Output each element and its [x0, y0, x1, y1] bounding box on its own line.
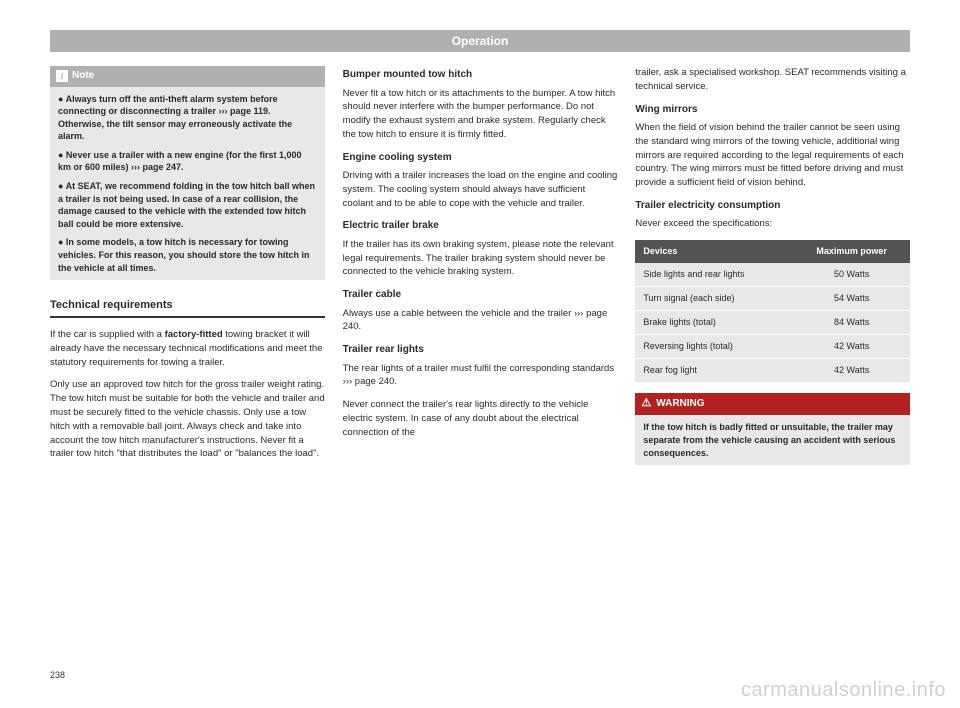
paragraph: Only use an approved tow hitch for the g…: [50, 378, 325, 461]
table-header-devices: Devices: [635, 240, 793, 263]
paragraph: When the field of vision behind the trai…: [635, 121, 910, 190]
note-bullet: ● Never use a trailer with a new engine …: [58, 149, 317, 174]
note-label: Note: [72, 69, 94, 84]
table-row: Turn signal (each side) 54 Watts: [635, 287, 910, 311]
table-row: Side lights and rear lights 50 Watts: [635, 263, 910, 287]
column-3: trailer, ask a specialised workshop. SEA…: [635, 66, 910, 470]
table-cell: 42 Watts: [793, 359, 910, 383]
warning-box: ⚠ WARNING If the tow hitch is badly fitt…: [635, 393, 910, 465]
subheading-electricity: Trailer electricity consumption: [635, 199, 910, 214]
table-cell: Side lights and rear lights: [635, 263, 793, 287]
paragraph: If the car is supplied with a factory-fi…: [50, 328, 325, 369]
warning-label: WARNING: [656, 397, 704, 412]
warning-header: ⚠ WARNING: [635, 393, 910, 415]
note-bullet: ● At SEAT, we recommend folding in the t…: [58, 180, 317, 230]
paragraph: If the trailer has its own braking syste…: [343, 238, 618, 279]
paragraph: Driving with a trailer increases the loa…: [343, 169, 618, 210]
note-bullet: ● In some models, a tow hitch is necessa…: [58, 236, 317, 274]
warning-icon: ⚠: [641, 396, 651, 412]
section-heading-technical: Technical requirements: [50, 298, 325, 318]
paragraph: trailer, ask a specialised workshop. SEA…: [635, 66, 910, 94]
subheading-rearlights: Trailer rear lights: [343, 343, 618, 358]
power-table: Devices Maximum power Side lights and re…: [635, 240, 910, 383]
note-bullet: ● Always turn off the anti-theft alarm s…: [58, 93, 317, 143]
table-cell: 42 Watts: [793, 335, 910, 359]
note-box: i Note ● Always turn off the anti-theft …: [50, 66, 325, 280]
table-cell: 84 Watts: [793, 311, 910, 335]
table-row: Rear fog light 42 Watts: [635, 359, 910, 383]
paragraph: Never connect the trailer's rear lights …: [343, 398, 618, 439]
table-cell: 54 Watts: [793, 287, 910, 311]
table-cell: Turn signal (each side): [635, 287, 793, 311]
note-body: ● Always turn off the anti-theft alarm s…: [50, 87, 325, 281]
subheading-engine: Engine cooling system: [343, 151, 618, 166]
table-cell: 50 Watts: [793, 263, 910, 287]
table-header-power: Maximum power: [793, 240, 910, 263]
table-cell: Reversing lights (total): [635, 335, 793, 359]
paragraph: The rear lights of a trailer must fulfil…: [343, 362, 618, 390]
table-row: Reversing lights (total) 42 Watts: [635, 335, 910, 359]
page-header: Operation: [50, 30, 910, 52]
subheading-cable: Trailer cable: [343, 288, 618, 303]
subheading-mirrors: Wing mirrors: [635, 103, 910, 118]
paragraph: Never exceed the specifications:: [635, 217, 910, 231]
column-1: i Note ● Always turn off the anti-theft …: [50, 66, 325, 470]
table-row: Brake lights (total) 84 Watts: [635, 311, 910, 335]
subheading-bumper: Bumper mounted tow hitch: [343, 68, 618, 83]
subheading-brake: Electric trailer brake: [343, 219, 618, 234]
column-2: Bumper mounted tow hitch Never fit a tow…: [343, 66, 618, 470]
paragraph: Always use a cable between the vehicle a…: [343, 307, 618, 335]
note-header: i Note: [50, 66, 325, 87]
paragraph: Never fit a tow hitch or its attachments…: [343, 87, 618, 142]
table-cell: Rear fog light: [635, 359, 793, 383]
content-columns: i Note ● Always turn off the anti-theft …: [50, 66, 910, 470]
page-number: 238: [50, 670, 65, 680]
table-cell: Brake lights (total): [635, 311, 793, 335]
info-icon: i: [56, 70, 68, 82]
warning-body: If the tow hitch is badly fitted or unsu…: [635, 415, 910, 465]
watermark: carmanualsonline.info: [741, 679, 946, 702]
